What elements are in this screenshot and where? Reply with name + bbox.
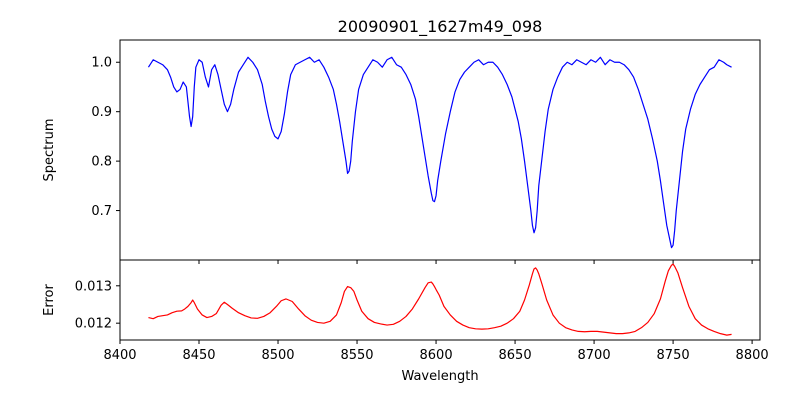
spectrum-y-label: Spectrum [42,119,57,182]
spectrum-line-0 [147,56,732,249]
error-series [148,263,732,336]
spectrum-ytick-label: 0.7 [91,204,112,219]
error-line-0 [148,263,732,336]
chart-title: 20090901_1627m49_098 [338,17,543,37]
wavelength-xtick-label: 8800 [736,348,769,363]
wavelength-xtick-label: 8650 [499,348,532,363]
spectrum-series [147,56,732,249]
wavelength-xtick-label: 8550 [340,348,373,363]
wavelength-xtick-label: 8500 [261,348,294,363]
error-ytick-label: 0.013 [75,279,112,294]
wavelength-xtick-label: 8450 [182,348,215,363]
spectrum-y-ticks: 0.7 0.8 0.9 1.0 [91,56,753,264]
spectrum-ytick-label: 1.0 [91,56,112,71]
spectrum-ytick-label: 0.9 [91,105,112,120]
error-y-label: Error [42,284,57,316]
wavelength-x-ticks: 8400 8450 8500 8550 8600 8650 8700 8750 8800 [103,340,769,363]
error-axes-frame [119,259,761,341]
x-axis-label: Wavelength [401,369,478,384]
error-ytick-label: 0.012 [75,317,112,332]
error-y-ticks: 0.012 0.013 [75,279,120,332]
wavelength-xtick-label: 8750 [657,348,690,363]
spectrum-ytick-label: 0.8 [91,155,112,170]
wavelength-xtick-label: 8700 [578,348,611,363]
wavelength-xtick-label: 8600 [420,348,453,363]
wavelength-xtick-label: 8400 [103,348,136,363]
